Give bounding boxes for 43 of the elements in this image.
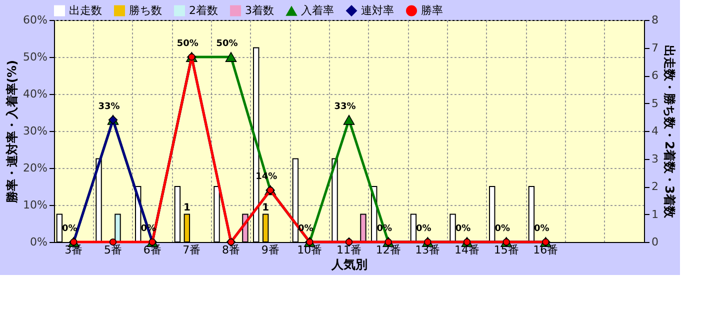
y-axis-title: 勝率・連対率・入着率(%) bbox=[5, 60, 20, 204]
point bbox=[225, 52, 237, 62]
data-label: 50% bbox=[176, 39, 198, 49]
point bbox=[343, 114, 355, 125]
x-axis-title: 人気別 bbox=[330, 258, 368, 272]
legend-label: 勝率 bbox=[421, 4, 443, 17]
x-tick-label: 7番 bbox=[182, 244, 201, 256]
legend-label: 3着数 bbox=[245, 4, 274, 17]
y2-tick-label: 6 bbox=[652, 69, 658, 82]
y-tick-label: 10% bbox=[23, 198, 48, 212]
data-label: 0% bbox=[494, 224, 510, 234]
x-tick-label: 9番 bbox=[261, 244, 280, 256]
y2-tick-label: 4 bbox=[652, 124, 658, 138]
y2-axis-title: 出走数・勝ち数・2着数・3着数 bbox=[662, 45, 676, 219]
x-tick-label: 11番 bbox=[336, 244, 362, 256]
data-label: 33% bbox=[334, 102, 356, 112]
data-label: 50% bbox=[216, 39, 238, 49]
y-tick-label: 40% bbox=[23, 88, 48, 100]
legend-label: 勝ち数 bbox=[129, 4, 162, 17]
x-tick-label: 5番 bbox=[104, 244, 122, 256]
y2-tick-label: 8 bbox=[652, 14, 658, 26]
y2-tick-label: 3 bbox=[652, 152, 658, 166]
y-tick-label: 20% bbox=[23, 162, 48, 174]
data-label: 0% bbox=[416, 224, 432, 234]
data-label: 33% bbox=[98, 102, 120, 112]
y-tick-label: 50% bbox=[23, 50, 48, 64]
y2-tick-label: 7 bbox=[652, 41, 658, 54]
data-label: 1 bbox=[262, 202, 270, 214]
y-tick-label: 60% bbox=[23, 14, 48, 26]
y2-tick-label: 1 bbox=[652, 208, 658, 221]
data-label: 0% bbox=[62, 224, 78, 234]
legend-label: 出走数 bbox=[69, 4, 102, 17]
y-tick-label: 30% bbox=[23, 124, 48, 138]
data-label: 0% bbox=[534, 224, 550, 234]
legend-label: 入着率 bbox=[301, 4, 334, 18]
legend-label: 2着数 bbox=[189, 4, 218, 17]
y-tick-label: 0% bbox=[30, 236, 48, 248]
data-label: 1 bbox=[183, 202, 190, 214]
y2-tick-label: 2 bbox=[652, 180, 658, 193]
legend-label: 連対率 bbox=[361, 4, 394, 17]
x-tick-label: 8番 bbox=[222, 244, 240, 256]
y2-tick-label: 5 bbox=[652, 96, 658, 110]
y2-tick-label: 0 bbox=[652, 236, 658, 248]
